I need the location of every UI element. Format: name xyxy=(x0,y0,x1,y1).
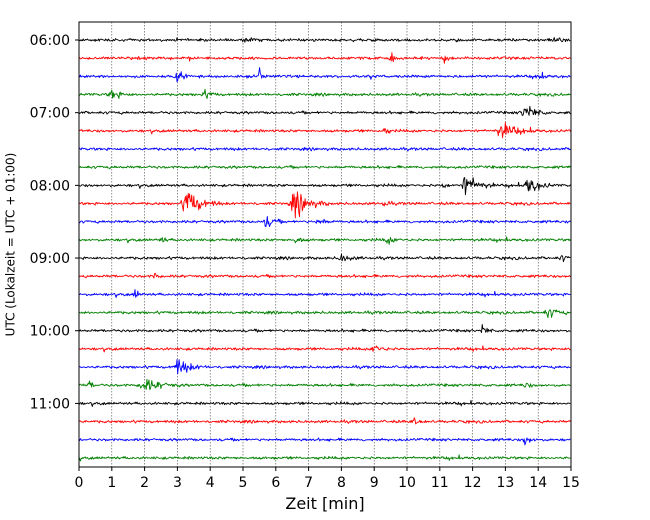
trace-07:15 xyxy=(78,122,571,139)
y-tick-label: 06:00 xyxy=(30,33,70,49)
trace-10:15 xyxy=(78,345,571,353)
y-axis-ticks: 06:00 07:00 08:00 09:00 10:00 11:00 xyxy=(30,33,79,412)
x-tick-label: 6 xyxy=(271,475,280,491)
y-tick-label: 11:00 xyxy=(30,396,70,412)
x-tick-label: 1 xyxy=(107,475,116,491)
x-tick-label: 10 xyxy=(398,475,416,491)
trace-10:00 xyxy=(78,324,571,334)
trace-06:45 xyxy=(78,88,571,99)
trace-09:15 xyxy=(78,272,571,279)
x-axis-label: Zeit [min] xyxy=(285,494,364,513)
x-tick-label: 8 xyxy=(337,475,346,491)
trace-11:15 xyxy=(78,417,571,425)
x-axis-ticks: 0 1 2 3 4 5 6 7 8 9 10 11 12 13 14 15 xyxy=(75,467,580,491)
trace-09:45 xyxy=(78,309,571,319)
y-axis-label: UTC (Lokalzeit = UTC + 01:00) xyxy=(4,153,18,337)
trace-06:30 xyxy=(78,67,571,83)
vertical-grid-lines xyxy=(111,22,539,467)
plot-frame xyxy=(78,21,572,468)
trace-10:30 xyxy=(78,359,571,375)
trace-07:45 xyxy=(78,164,571,170)
x-tick-label: 9 xyxy=(370,475,379,491)
x-tick-label: 11 xyxy=(431,475,449,491)
x-tick-label: 13 xyxy=(496,475,514,491)
trace-08:30 xyxy=(78,215,571,228)
y-tick-label: 10:00 xyxy=(30,324,70,340)
trace-08:45 xyxy=(78,236,571,245)
x-tick-label: 4 xyxy=(206,475,215,491)
trace-06:15 xyxy=(78,52,571,64)
x-tick-label: 0 xyxy=(75,475,84,491)
x-tick-label: 3 xyxy=(173,475,182,491)
trace-08:00 xyxy=(78,177,571,196)
x-tick-label: 7 xyxy=(304,475,313,491)
trace-11:45 xyxy=(78,454,571,462)
trace-07:30 xyxy=(78,146,571,152)
x-tick-label: 14 xyxy=(529,475,547,491)
trace-09:30 xyxy=(78,289,571,298)
trace-09:00 xyxy=(78,253,571,263)
x-tick-label: 2 xyxy=(140,475,149,491)
seismic-traces xyxy=(78,37,571,462)
trace-10:45 xyxy=(78,378,571,390)
x-tick-label: 12 xyxy=(464,475,482,491)
y-tick-label: 07:00 xyxy=(30,106,70,122)
x-tick-label: 15 xyxy=(562,475,580,491)
y-tick-label: 09:00 xyxy=(30,251,70,267)
trace-08:15 xyxy=(78,191,571,219)
y-tick-label: 08:00 xyxy=(30,178,70,194)
x-tick-label: 5 xyxy=(239,475,248,491)
plot-axes xyxy=(78,21,572,468)
trace-06:00 xyxy=(78,37,571,43)
trace-07:00 xyxy=(78,105,571,116)
trace-11:00 xyxy=(78,399,571,407)
trace-11:30 xyxy=(78,437,571,446)
